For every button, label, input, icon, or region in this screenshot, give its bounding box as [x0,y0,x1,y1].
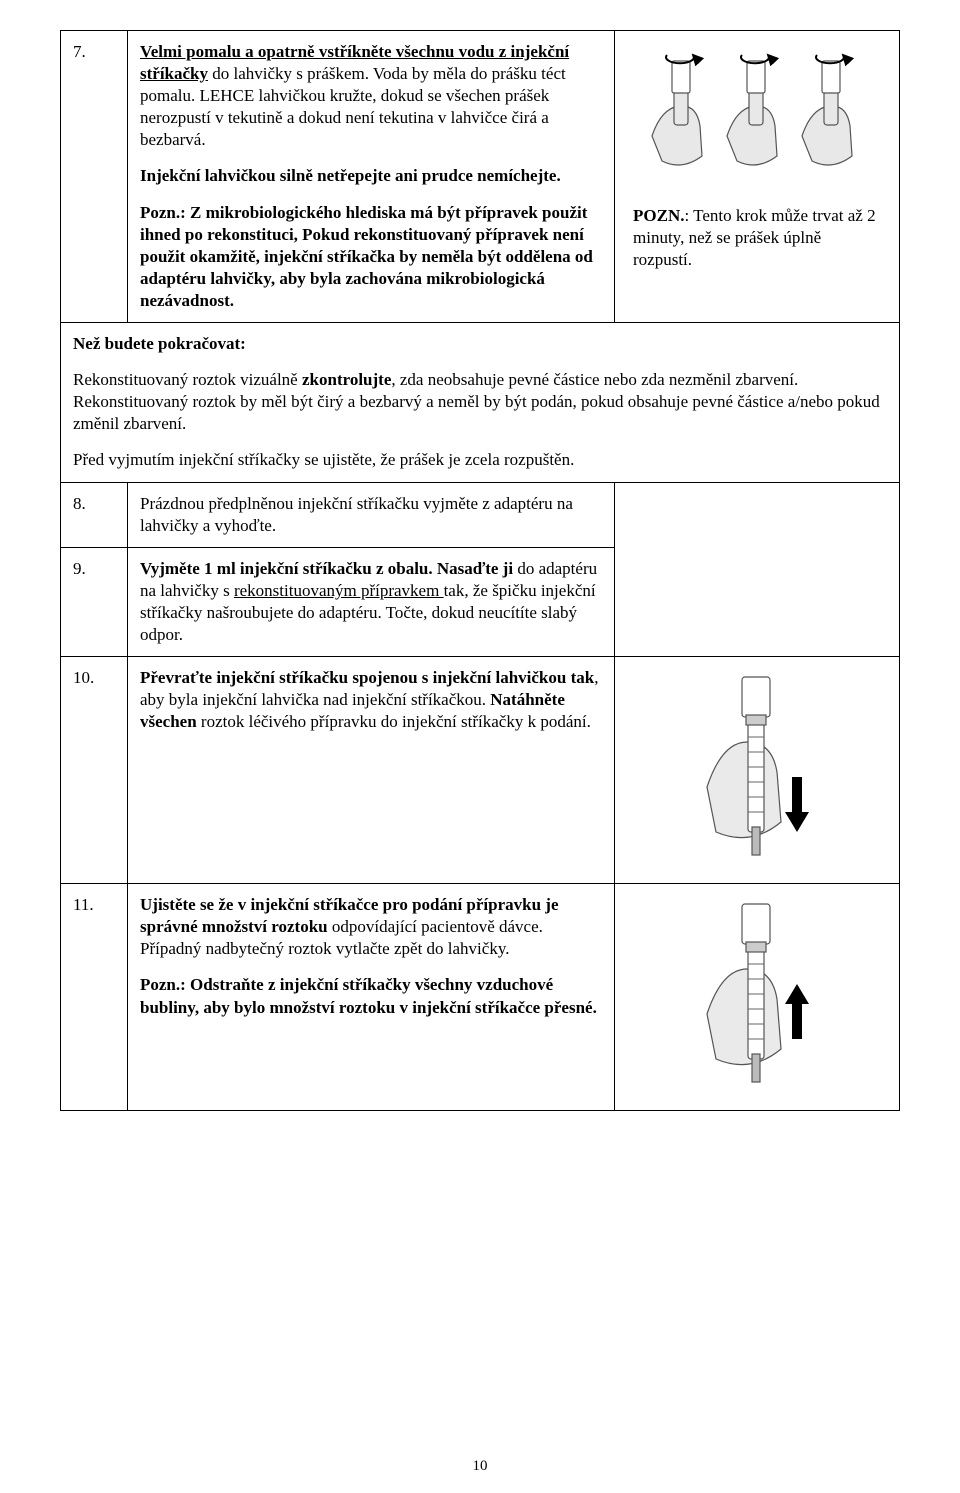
row-step-11: 11. Ujistěte se že v injekční stříkačce … [61,884,900,1111]
step-8-num-text: 8. [73,494,86,513]
step-7-image-cell: POZN.: Tento krok může trvat až 2 minuty… [615,31,900,323]
instruction-table: 7. Velmi pomalu a opatrně vstříkněte vše… [60,30,900,1111]
row-before-continue: Než budete pokračovat: Rekonstituovaný r… [61,323,900,482]
row-step-10: 10. Převraťte injekční stříkačku spojeno… [61,657,900,884]
step-8-body: Prázdnou předplněnou injekční stříkačku … [140,494,573,535]
step-9-text: Vyjměte 1 ml injekční stříkačku z obalu.… [128,547,615,656]
bc-p2: Před vyjmutím injekční stříkačky se ujis… [73,449,887,471]
s10-t1: Převraťte injekční stříkačku spojenou s … [140,668,594,687]
draw-up-illustration [682,667,832,867]
before-continue-heading: Než budete pokračovat: [73,333,887,355]
step-10-num-text: 10. [73,668,94,687]
row-step-7: 7. Velmi pomalu a opatrně vstříkněte vše… [61,31,900,323]
s11-t3: Pozn.: Odstraňte z injekční stříkačky vš… [140,974,602,1018]
bc-p1b: zkontrolujte [302,370,391,389]
s9-t3: rekonstituovaným přípravkem [234,581,444,600]
step-10-text: Převraťte injekční stříkačku spojenou s … [128,657,615,884]
step-11-image-cell [615,884,900,1111]
bc-p1a: Rekonstituovaný roztok vizuálně [73,370,302,389]
push-back-illustration [682,894,832,1094]
step-9-num-text: 9. [73,559,86,578]
s10-t4: roztok léčivého přípravku do injekční st… [197,712,591,731]
step-8-number: 8. [61,482,128,547]
step-7-text: Velmi pomalu a opatrně vstříkněte všechn… [128,31,615,323]
step-10-image-cell [615,657,900,884]
swirl-vial-illustration [642,41,872,181]
step-7-note: Pozn.: Z mikrobiologického hlediska má b… [140,202,602,312]
step-7-num-text: 7. [73,42,86,61]
step-7-number: 7. [61,31,128,323]
before-continue-cell: Než budete pokračovat: Rekonstituovaný r… [61,323,900,482]
s9-t1: Vyjměte 1 ml injekční stříkačku z obalu.… [140,559,513,578]
step-11-text: Ujistěte se že v injekční stříkačce pro … [128,884,615,1111]
step-8-9-image-cell [615,482,900,657]
step-7-warning: Injekční lahvičkou silně netřepejte ani … [140,165,602,187]
step-11-number: 11. [61,884,128,1111]
step-9-number: 9. [61,547,128,656]
step-10-number: 10. [61,657,128,884]
step-8-text: Prázdnou předplněnou injekční stříkačku … [128,482,615,547]
step-11-num-text: 11. [73,895,94,914]
page-number: 10 [0,1458,960,1475]
row-step-8: 8. Prázdnou předplněnou injekční stříkač… [61,482,900,547]
step-7-side-note-label: POZN. [633,206,684,225]
